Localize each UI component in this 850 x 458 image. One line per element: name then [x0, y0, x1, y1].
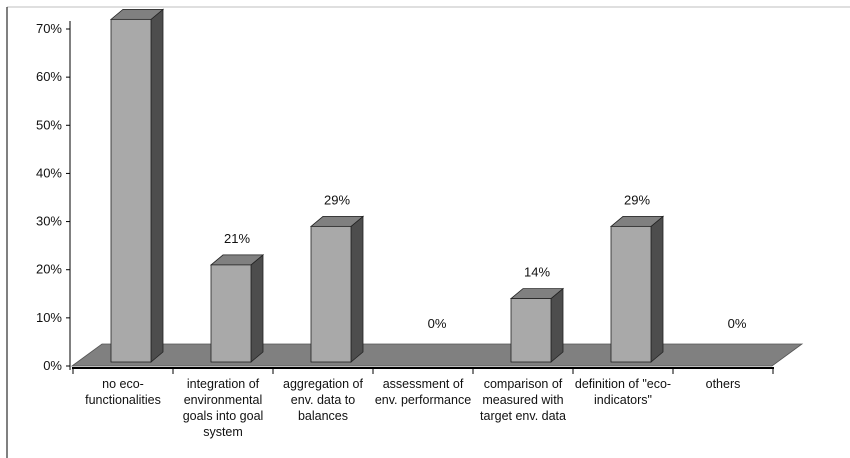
bar-front [110, 18, 152, 363]
x-category-label: others [705, 377, 741, 391]
y-tick-label: 70% [36, 21, 62, 36]
bar [109, 8, 165, 363]
y-tick-label: 60% [36, 69, 62, 84]
x-category-label: comparison of measured with target env. … [480, 377, 566, 423]
bar-side [550, 287, 564, 363]
x-category-label: definition of "eco-indicators" [574, 377, 672, 407]
data-label: 21% [224, 231, 250, 246]
chart-floor [70, 343, 804, 369]
y-tick-label: 40% [36, 165, 62, 180]
data-label: 0% [728, 316, 747, 331]
bar-front [610, 225, 652, 363]
x-category-label: integration of environmental goals into … [182, 377, 264, 439]
y-axis: 0% 10% 20% 30% 40% 50% 60% 70% [36, 21, 774, 374]
bar-side [150, 8, 164, 363]
data-label: 29% [624, 192, 650, 207]
bar-side [250, 254, 264, 363]
bar-side [350, 215, 364, 363]
bar-front [210, 264, 252, 363]
data-labels: 21% 29% 0% 14% 29% 0% [224, 192, 747, 331]
y-tick-label: 10% [36, 310, 62, 325]
x-category-label: no eco-functionalities [85, 377, 161, 407]
bars [109, 8, 665, 363]
x-category-label: assessment of env. performance [374, 377, 472, 407]
bar [509, 287, 565, 363]
bar-side [650, 215, 664, 363]
bar [209, 254, 265, 363]
floor-surface [70, 343, 804, 367]
data-label: 14% [524, 265, 550, 280]
bar [609, 215, 665, 363]
data-label: 29% [324, 192, 350, 207]
y-tick-label: 50% [36, 117, 62, 132]
data-label: 0% [428, 316, 447, 331]
bar [309, 215, 365, 363]
bar-front [310, 225, 352, 363]
y-tick-label: 0% [43, 358, 62, 373]
chart-frame [6, 6, 850, 458]
y-tick-label: 30% [36, 214, 62, 229]
y-tick-label: 20% [36, 262, 62, 277]
bar-front [510, 298, 552, 363]
x-category-label: aggregation of env. data to balances [283, 377, 363, 423]
